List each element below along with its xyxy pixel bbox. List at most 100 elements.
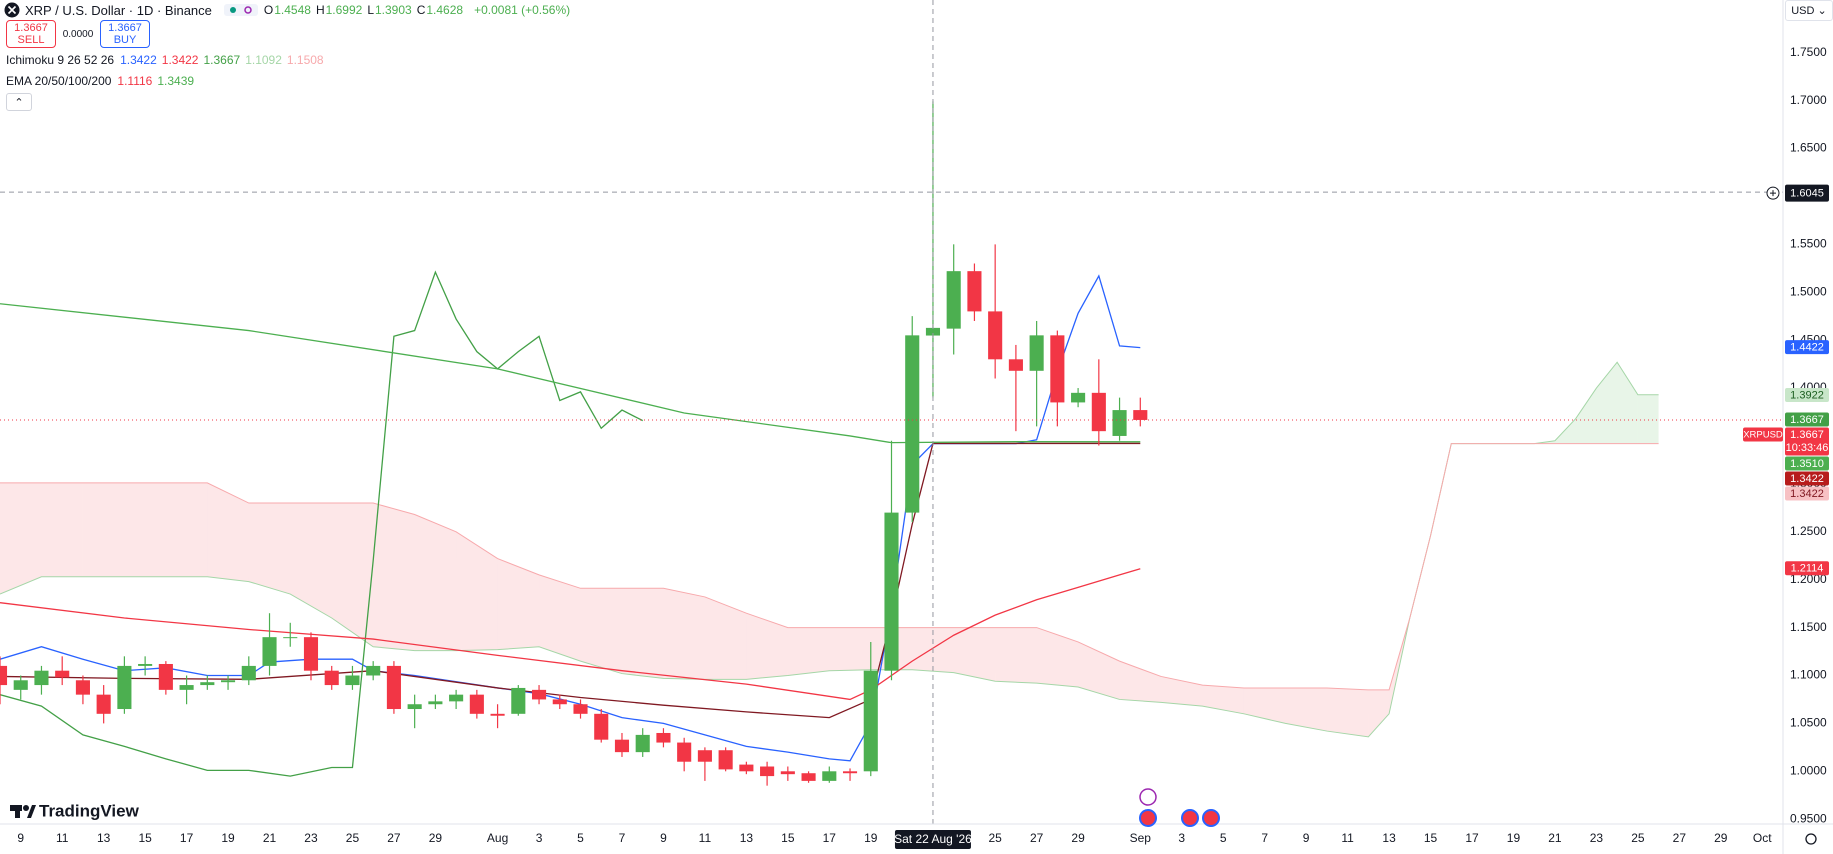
cloud-fill	[331, 503, 374, 647]
currency-button[interactable]: USD ⌄	[1785, 0, 1833, 21]
x-tick-label: 5	[577, 831, 584, 845]
x-tick-label: 25	[1631, 831, 1645, 845]
candle-body	[366, 665, 381, 676]
x-tick-label: Oct	[1753, 831, 1772, 845]
candle-body	[407, 704, 422, 710]
x-tick-label: 25	[988, 831, 1002, 845]
x-tick-label: 9	[17, 831, 24, 845]
settings-icon[interactable]	[1805, 833, 1817, 845]
cloud-fill	[414, 514, 457, 651]
candle-body	[221, 680, 236, 683]
price-badge	[1785, 340, 1829, 355]
collapse-row: ⌃	[6, 93, 32, 111]
current-price-label: 1.3667	[1790, 429, 1824, 441]
cloud-fill	[1326, 687, 1369, 737]
candle-body	[925, 327, 941, 336]
x-tick-label: 21	[263, 831, 277, 845]
x-tick-label: 11	[1341, 831, 1354, 845]
x-tick-label: 7	[1261, 831, 1268, 845]
y-tick-label: 1.5500	[1790, 236, 1827, 250]
candle-body	[158, 663, 173, 690]
change: +0.0081 (+0.56%)	[474, 3, 571, 17]
x-tick-label: 13	[740, 831, 754, 845]
candle-body	[822, 771, 837, 781]
event-icon[interactable]	[1139, 788, 1157, 806]
cloud-fill	[1575, 388, 1597, 444]
candle-body	[1050, 335, 1065, 403]
indicator-name: Ichimoku 9 26 52 26	[6, 53, 115, 67]
x-tick-label: 13	[1382, 831, 1396, 845]
candle-body	[324, 670, 339, 686]
trade-row: 1.3667 SELL 0.0000 1.3667 BUY	[6, 20, 150, 48]
cloud-fill	[248, 503, 291, 595]
cloud-span-b	[0, 443, 1659, 691]
candle-body	[428, 701, 443, 705]
symbol-logo	[4, 2, 20, 18]
indicator-row: Ichimoku 9 26 52 26 1.3422 1.3422 1.3667 1.1…	[6, 53, 329, 67]
ohlc-value: 1.3903	[375, 3, 412, 17]
x-tick-label: Aug	[487, 831, 508, 845]
logo-mark	[27, 805, 36, 818]
x-tick-label: 17	[1465, 831, 1479, 845]
cloud-fill	[1368, 689, 1390, 737]
cloud-fill	[1596, 362, 1618, 444]
x-tick-label: 19	[864, 831, 878, 845]
y-tick-label: 1.0500	[1790, 716, 1827, 730]
candle-body	[552, 699, 567, 705]
sell-price: 1.3667	[14, 22, 48, 34]
event-icon[interactable]	[1202, 809, 1220, 827]
candle-body	[801, 773, 816, 781]
candle-body	[449, 694, 464, 702]
indicator-line	[0, 303, 1141, 444]
x-tick-label: 15	[1424, 831, 1438, 845]
indicator-value: 1.1508	[286, 53, 324, 67]
symbol-badge	[1743, 427, 1783, 442]
collapse-button[interactable]: ⌃	[6, 93, 32, 111]
cloud-fill	[124, 482, 166, 577]
event-icon[interactable]	[1139, 809, 1157, 827]
price-badge	[1785, 412, 1829, 427]
buy-button[interactable]: 1.3667 BUY	[100, 20, 150, 48]
ohlc-value: 1.6992	[325, 3, 363, 17]
cloud-fill	[373, 503, 415, 651]
candle-body	[1071, 392, 1086, 403]
price-badge-label: 1.3922	[1790, 389, 1824, 401]
event-icon[interactable]	[1181, 809, 1199, 827]
cloud-fill	[41, 482, 83, 577]
status-icons	[223, 4, 258, 16]
price-badge-label: 1.4422	[1790, 342, 1824, 354]
x-tick-label: 17	[180, 831, 194, 845]
y-tick-label: 1.2000	[1790, 572, 1827, 586]
indicator-line	[0, 270, 644, 777]
candle-body	[1029, 335, 1044, 371]
y-tick-label: 1.7500	[1790, 45, 1827, 59]
candle-body	[573, 704, 588, 714]
cloud-fill	[1617, 362, 1638, 444]
price-badge	[1785, 456, 1829, 471]
candle-body	[75, 680, 90, 695]
buy-price: 1.3667	[108, 22, 142, 34]
ohlc-key: H	[315, 3, 325, 17]
candle-body	[614, 739, 630, 753]
cloud-fill	[704, 596, 747, 680]
y-tick-label: 1.2500	[1790, 524, 1827, 538]
cloud-fill	[787, 627, 830, 676]
ohlc-value: 1.4628	[426, 3, 464, 17]
candle-body	[718, 750, 733, 770]
x-tick-label: 15	[138, 831, 152, 845]
crosshair-add-icon	[1770, 190, 1776, 197]
currency: USD	[1791, 4, 1815, 17]
candle-body	[0, 665, 8, 686]
indicator-value: 1.3667	[203, 53, 241, 67]
sell-button[interactable]: 1.3667 SELL	[6, 20, 56, 48]
candle-body	[863, 670, 878, 772]
x-tick-label: 23	[1590, 831, 1604, 845]
x-tick-label: 21	[1548, 831, 1562, 845]
price-badge-label: 1.3422	[1790, 473, 1824, 485]
candle-body	[13, 680, 28, 690]
candle-body	[200, 682, 215, 686]
candle-body	[884, 512, 899, 671]
cloud-fill	[207, 482, 249, 582]
